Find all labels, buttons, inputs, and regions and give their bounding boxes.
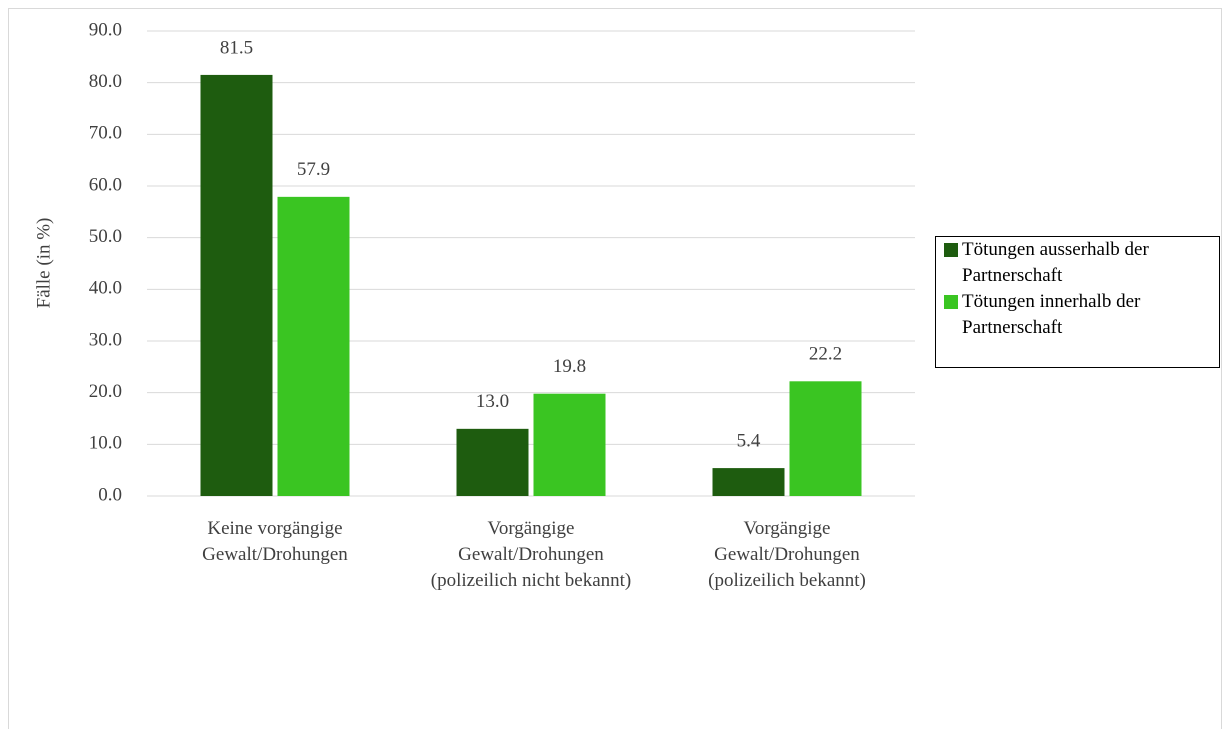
x-tick-label: Keine vorgängige Gewalt/Drohungen <box>202 518 348 565</box>
y-tick-label: 30.0 <box>89 329 122 350</box>
y-tick-label: 90.0 <box>89 19 122 40</box>
bar <box>789 381 862 496</box>
bar <box>277 196 350 496</box>
y-tick-label: 60.0 <box>89 174 122 195</box>
legend-item: Tötungen innerhalb der Partnerschaft <box>944 289 1215 341</box>
legend-item: Tötungen ausserhalb der Partnerschaft <box>944 237 1215 289</box>
legend: Tötungen ausserhalb der Partnerschaft Töt… <box>935 236 1220 368</box>
bar <box>200 74 273 497</box>
y-tick-label: 0.0 <box>98 484 122 505</box>
bar <box>533 393 606 496</box>
data-label: 13.0 <box>476 391 509 412</box>
y-tick-label: 50.0 <box>89 226 122 247</box>
legend-swatch <box>944 243 958 257</box>
legend-swatch <box>944 295 958 309</box>
bar <box>712 468 785 496</box>
y-tick-label: 40.0 <box>89 278 122 299</box>
y-tick-label: 10.0 <box>89 433 122 454</box>
data-label: 19.8 <box>553 356 586 377</box>
data-label: 5.4 <box>737 430 761 451</box>
bar <box>456 428 529 496</box>
data-label: 57.9 <box>297 159 330 180</box>
legend-label: Tötungen ausserhalb der Partnerschaft <box>962 239 1149 286</box>
legend-label: Tötungen innerhalb der Partnerschaft <box>962 291 1141 338</box>
x-tick-label: Vorgängige Gewalt/Drohungen (polizeilich… <box>708 518 866 591</box>
chart-border <box>8 8 1222 729</box>
y-tick-label: 20.0 <box>89 381 122 402</box>
y-tick-label: 80.0 <box>89 71 122 92</box>
x-tick-label: Vorgängige Gewalt/Drohungen (polizeilich… <box>430 518 632 591</box>
y-axis-label: Fälle (in %) <box>33 218 54 309</box>
data-label: 22.2 <box>809 344 842 365</box>
data-label: 81.5 <box>220 37 253 58</box>
y-tick-label: 70.0 <box>89 123 122 144</box>
